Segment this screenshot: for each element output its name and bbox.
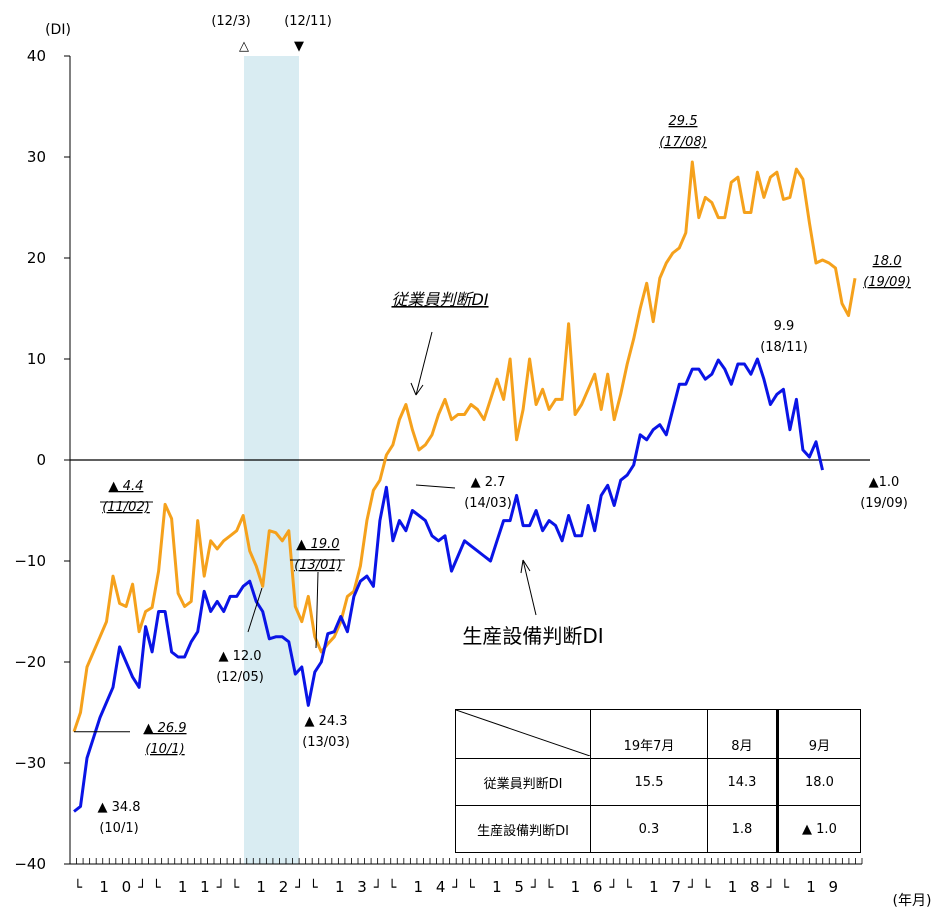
shaded-start-label: (12/3) — [211, 14, 250, 29]
y-axis-unit: (DI) — [45, 22, 71, 38]
x-year-label: 1 2 — [256, 878, 292, 896]
table-header-aug: 8月 — [707, 709, 778, 759]
employee-di-line — [72, 160, 857, 733]
annotation-emp-2017: 29.5 — [669, 114, 698, 129]
y-tick-label: 30 — [27, 148, 46, 166]
annotation-emp-2011: ▲ 4.4 — [109, 479, 144, 494]
annotation-emp-2019: 18.0 — [873, 254, 902, 269]
employee-series-label: 従業員判断DI — [391, 290, 488, 309]
x-year-bracket-left: └ — [231, 879, 240, 896]
employee-label-arrow — [415, 331, 433, 396]
shaded-end-label: (12/11) — [284, 14, 332, 29]
x-year-label: 1 4 — [414, 878, 450, 896]
annotation-eq-2013: ▲ 24.3 — [304, 714, 347, 729]
annotation-eq-2018: 9.9 — [774, 319, 795, 334]
annotation-eq-2018-date: (18/11) — [760, 340, 808, 355]
y-tick-label: 20 — [27, 249, 46, 267]
x-year-bracket-left: └ — [781, 879, 790, 896]
table-header-jul: 19年7月 — [590, 709, 708, 759]
table-cell: 14.3 — [707, 758, 778, 806]
annotation-eq-2014: ▲ 2.7 — [471, 475, 506, 490]
x-year-bracket-right: ┘ — [374, 879, 382, 896]
x-year-bracket-left: └ — [467, 879, 476, 896]
shaded-start-marker: △ — [239, 39, 249, 54]
annotation-emp-2010-date: (10/1) — [145, 742, 184, 757]
annotation-eq-2019: ▲1.0 — [869, 475, 900, 490]
x-year-bracket-left: └ — [309, 879, 318, 896]
equipment-di-line — [73, 357, 824, 813]
x-year-label: 1 5 — [492, 878, 528, 896]
table-header-sep: 9月 — [775, 709, 862, 759]
x-year-bracket-right: ┘ — [217, 879, 225, 896]
equipment-label-arrowhead — [520, 559, 531, 574]
annotation-eq-2012-date: (12/05) — [216, 670, 264, 685]
table-row-label: 従業員判断DI — [455, 758, 591, 806]
annotation-eq-2010: ▲ 34.8 — [97, 800, 140, 815]
x-year-bracket-left: └ — [388, 879, 397, 896]
annotation-emp-2013-date: (13/01) — [294, 558, 342, 573]
annotation-emp-2017-date: (17/08) — [659, 135, 707, 150]
x-year-bracket-right: ┘ — [610, 879, 618, 896]
table-cell: ▲ 1.0 — [775, 805, 862, 853]
y-tick-label: 10 — [27, 350, 46, 368]
x-year-bracket-left: └ — [624, 879, 633, 896]
y-tick-label: 40 — [27, 47, 46, 65]
x-year-bracket-left: └ — [152, 879, 161, 896]
x-year-label: 1 8 — [728, 878, 764, 896]
annotation-eq-2019-date: (19/09) — [860, 496, 908, 511]
x-year-label: 1 3 — [335, 878, 371, 896]
x-year-bracket-left: └ — [74, 879, 83, 896]
annotation-emp-2019-date: (19/09) — [863, 275, 911, 290]
table-cell: 1.8 — [707, 805, 778, 853]
corner-diagonal — [456, 710, 590, 756]
employee-label-arrowhead — [410, 382, 424, 396]
x-year-bracket-left: └ — [702, 879, 711, 896]
y-tick-label: 0 — [36, 451, 46, 469]
x-year-bracket-right: ┘ — [138, 879, 146, 896]
annotation-emp-2011-date: (11/02) — [102, 500, 150, 515]
table-cell: 18.0 — [775, 758, 862, 806]
x-year-label: 1 0 — [99, 878, 135, 896]
annotation-eq-2014-date: (14/03) — [464, 496, 512, 511]
annotation-eq-2012: ▲ 12.0 — [218, 649, 261, 664]
annotation-eq-2010-date: (10/1) — [99, 821, 138, 836]
x-year-label: 1 7 — [649, 878, 685, 896]
x-year-label: 1 6 — [571, 878, 607, 896]
table-cell: 15.5 — [590, 758, 708, 806]
x-year-bracket-right: ┘ — [767, 879, 775, 896]
annotation-leader — [315, 571, 319, 649]
table-row: 生産設備判断DI 0.3 1.8 ▲ 1.0 — [455, 805, 862, 853]
equipment-label-arrow — [522, 559, 537, 616]
table-row: 従業員判断DI 15.5 14.3 18.0 — [455, 758, 862, 806]
y-tick-label: −10 — [14, 552, 46, 570]
annotation-emp-2010: ▲ 26.9 — [143, 721, 186, 736]
x-year-bracket-right: ┘ — [688, 879, 696, 896]
summary-table: 19年7月 8月 9月 従業員判断DI 15.5 14.3 18.0 生産設備判… — [455, 709, 862, 853]
table-row-label: 生産設備判断DI — [455, 805, 591, 853]
annotation-eq-2013-date: (13/03) — [302, 735, 350, 750]
x-year-label: 1 1 — [178, 878, 214, 896]
annotation-leader — [247, 587, 263, 633]
table-cell: 0.3 — [590, 805, 708, 853]
y-tick-label: −20 — [14, 653, 46, 671]
x-year-label: 1 9 — [806, 878, 842, 896]
table-corner-cell — [455, 709, 591, 759]
annotation-emp-2013: ▲ 19.0 — [296, 537, 339, 552]
x-axis-unit: (年月) — [893, 893, 932, 909]
annotation-leader — [415, 484, 456, 489]
x-year-bracket-left: └ — [545, 879, 554, 896]
shaded-end-marker: ▼ — [294, 39, 304, 54]
y-tick-label: −30 — [14, 754, 46, 772]
x-year-bracket-right: ┘ — [453, 879, 461, 896]
x-year-bracket-right: ┘ — [531, 879, 539, 896]
x-year-bracket-right: ┘ — [295, 879, 303, 896]
equipment-series-label: 生産設備判断DI — [462, 624, 603, 648]
y-tick-label: −40 — [14, 855, 46, 873]
